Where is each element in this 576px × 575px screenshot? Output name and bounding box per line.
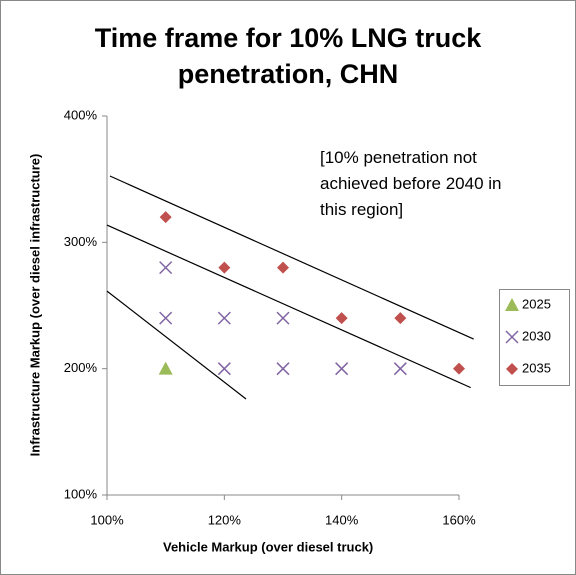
trend-line <box>106 224 471 389</box>
x-tick-label: 140% <box>325 512 359 527</box>
point <box>218 261 231 274</box>
point <box>453 362 465 375</box>
legend-label: 2025 <box>522 296 551 311</box>
y-axis-label: Infrastructure Markup (over diesel infra… <box>27 154 42 457</box>
point <box>159 311 173 325</box>
y-tick-label: 300% <box>64 234 98 249</box>
y-tick-label: 200% <box>64 360 98 375</box>
point <box>217 311 231 325</box>
trend-line <box>106 290 247 400</box>
trend-line <box>109 175 474 340</box>
chart-title: Time frame for 10% LNG truck penetration… <box>94 23 482 89</box>
point <box>506 363 518 375</box>
x-tick-label: 160% <box>442 512 476 527</box>
point <box>505 330 519 344</box>
point <box>159 211 172 224</box>
legend-label: 2035 <box>522 360 551 375</box>
x-tick-label: 120% <box>208 512 242 527</box>
point <box>276 311 290 325</box>
point <box>505 298 519 311</box>
point <box>335 312 348 325</box>
point <box>394 312 407 325</box>
annotation: [10% penetration not achieved before 204… <box>320 148 502 219</box>
legend-label: 2030 <box>522 328 551 343</box>
x-tick-label: 100% <box>90 512 124 527</box>
y-tick-label: 400% <box>64 107 98 122</box>
y-tick-label: 100% <box>64 486 98 501</box>
x-axis-label: Vehicle Markup (over diesel truck) <box>163 539 373 554</box>
point <box>393 362 407 376</box>
point <box>159 261 173 275</box>
point <box>277 261 289 274</box>
point <box>276 362 290 376</box>
point <box>335 362 349 376</box>
point <box>217 362 231 376</box>
point <box>158 361 173 375</box>
